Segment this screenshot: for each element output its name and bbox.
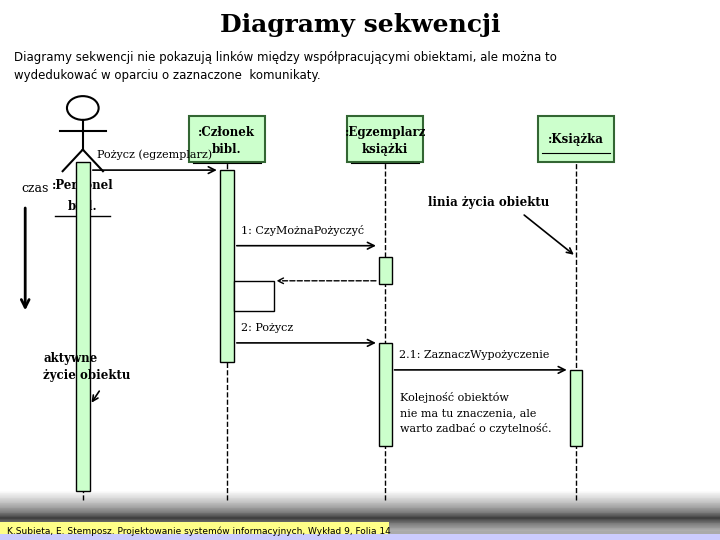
Text: aktywne
życie obiektu: aktywne życie obiektu [43,352,130,382]
Bar [0,502,720,503]
Bar [0,514,720,515]
FancyBboxPatch shape [539,116,614,162]
Text: książki: książki [362,143,408,156]
Bar [389,531,720,540]
Text: bibl.: bibl. [212,143,242,156]
Bar [0,509,720,510]
Bar [0,494,720,495]
Bar [0,504,720,505]
Bar [0,522,389,540]
Bar [0,523,720,524]
Text: K.Subieta, E. Stemposz. Projektowanie systemów informacyjnych, Wykład 9, Folia 1: K.Subieta, E. Stemposz. Projektowanie sy… [7,526,391,536]
Bar [0,490,720,491]
Text: :Egzemplarz: :Egzemplarz [344,126,426,139]
Text: Pożycz (egzemplarz): Pożycz (egzemplarz) [97,150,212,160]
Bar [0,517,720,518]
Bar [0,531,720,532]
Bar [220,170,234,362]
Text: Diagramy sekwencji nie pokazują linków między współpracującymi obiektami, ale mo: Diagramy sekwencji nie pokazują linków m… [14,51,557,64]
Bar [0,539,720,540]
Bar [0,535,720,536]
Text: :Członek: :Członek [198,126,256,139]
Bar [0,506,720,507]
Bar [570,370,582,446]
Bar [0,534,720,535]
Bar [0,525,720,526]
Bar [0,498,720,499]
Bar [0,522,720,523]
Bar [0,524,720,525]
Text: wydedukować w oparciu o zaznaczone  komunikaty.: wydedukować w oparciu o zaznaczone komun… [14,69,321,82]
Text: bibl.: bibl. [68,200,98,213]
Bar [0,501,720,502]
Bar [0,492,720,494]
Text: Kolejność obiektów
nie ma tu znaczenia, ale
warto zadbać o czytelność.: Kolejność obiektów nie ma tu znaczenia, … [400,392,551,434]
Text: czas: czas [22,183,49,195]
Bar [0,537,720,538]
Bar [0,512,720,514]
Bar [0,534,720,540]
Bar [0,538,720,539]
Bar [0,520,720,521]
Bar [76,162,90,491]
Bar [0,500,720,501]
Bar [0,515,720,516]
Bar [234,281,274,310]
Text: :Personel: :Personel [52,179,114,192]
Bar [0,529,720,530]
Bar [0,491,720,492]
Bar [0,530,720,531]
Bar [0,518,720,519]
Bar [0,521,720,522]
Text: Diagramy sekwencji: Diagramy sekwencji [220,13,500,37]
Bar [0,519,720,520]
Text: 2.1: ZaznaczWypożyczenie: 2.1: ZaznaczWypożyczenie [399,350,549,360]
Text: 1: CzyMożnaPożyczyć: 1: CzyMożnaPożyczyć [241,225,364,236]
Bar [0,507,720,508]
Text: :Książka: :Książka [548,132,604,146]
Bar [0,496,720,497]
Bar [0,526,720,528]
Bar [0,495,720,496]
Bar [0,503,720,504]
Bar [0,536,720,537]
Bar [0,532,720,534]
Bar [0,497,720,498]
FancyBboxPatch shape [348,116,423,162]
Bar [379,256,392,284]
Bar [0,505,720,506]
FancyBboxPatch shape [189,116,265,162]
Text: linia życia obiektu: linia życia obiektu [428,196,549,209]
Bar [379,343,392,445]
Bar [0,516,720,517]
Bar [0,511,720,512]
Bar [0,490,720,540]
Bar [0,528,720,529]
Bar [0,508,720,509]
Text: 2: Pożycz: 2: Pożycz [241,323,294,333]
Bar [0,499,720,500]
Bar [0,510,720,511]
